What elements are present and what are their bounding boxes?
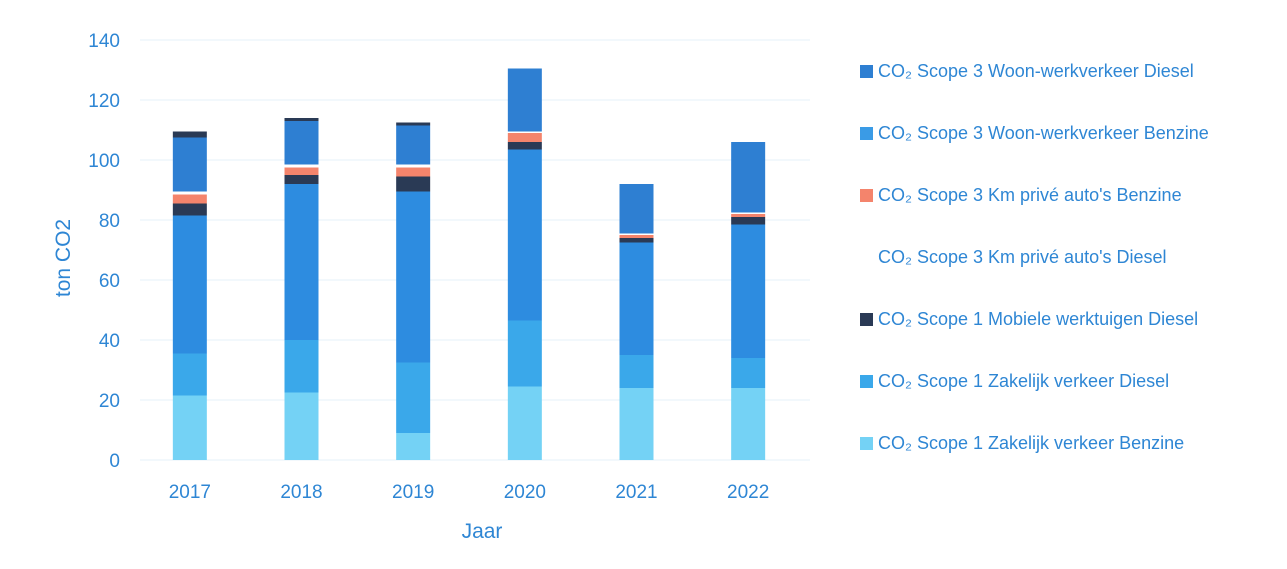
- legend-label: CO₂ Scope 3 Woon-werkverkeer Benzine: [878, 122, 1209, 143]
- bar-segment: [284, 184, 319, 340]
- legend-label: CO₂ Scope 1 Mobiele werktuigen Diesel: [878, 308, 1199, 329]
- bar-segment: [619, 233, 654, 235]
- legend-item: CO₂ Scope 3 Woon-werkverkeer Benzine: [860, 102, 1280, 164]
- bar-segment: [396, 191, 431, 363]
- bar-segment: [284, 392, 319, 460]
- y-axis-title: ton CO2: [52, 219, 75, 297]
- bar-segment: [619, 238, 654, 243]
- x-tick-label: 2017: [169, 482, 211, 503]
- bar-segment: [619, 355, 654, 388]
- bar-segment: [731, 224, 766, 358]
- legend-label: CO₂ Scope 1 Zakelijk verkeer Benzine: [878, 432, 1185, 453]
- bar-segment: [172, 131, 207, 138]
- bar-segment: [507, 149, 542, 321]
- y-tick-label: 140: [88, 31, 120, 52]
- x-axis-ticks: 2017 2018 2019 2020 2021 2022: [169, 482, 770, 503]
- legend-item: CO₂ Scope 1 Zakelijk verkeer Benzine: [860, 412, 1280, 474]
- legend-swatch: [860, 374, 873, 388]
- y-tick-label: 40: [99, 331, 120, 352]
- legend: CO₂ Scope 3 Woon-werkverkeer Diesel CO₂ S…: [860, 40, 1280, 474]
- bar-segment: [172, 194, 207, 204]
- legend-swatch: [860, 188, 873, 202]
- x-tick-label: 2018: [280, 482, 322, 503]
- y-tick-label: 100: [88, 151, 120, 172]
- gridlines: [140, 39, 810, 461]
- bar-segment: [284, 164, 319, 168]
- legend-label: CO₂ Scope 3 Km privé auto's Benzine: [878, 184, 1182, 205]
- bar-segment: [731, 388, 766, 460]
- x-tick-label: 2019: [392, 482, 434, 503]
- x-axis-title: Jaar: [462, 520, 503, 543]
- y-tick-label: 20: [99, 391, 120, 412]
- bar-segment: [619, 235, 654, 238]
- bar-segment: [396, 433, 431, 460]
- bar-segment: [619, 242, 654, 355]
- legend-swatch: [860, 250, 873, 264]
- bar-segment: [284, 340, 319, 393]
- bar-segment: [731, 142, 766, 213]
- bar-segment: [731, 358, 766, 388]
- legend-item: CO₂ Scope 3 Km privé auto's Diesel: [860, 226, 1280, 288]
- bar-segment: [284, 118, 319, 121]
- bar-segment: [507, 142, 542, 150]
- legend-swatch: [860, 64, 873, 78]
- bar-segment: [172, 395, 207, 460]
- bar-segment: [507, 386, 542, 460]
- bar-segment: [507, 68, 542, 132]
- bar-segment: [396, 122, 431, 126]
- bar-segment: [396, 362, 431, 433]
- x-tick-label: 2022: [727, 482, 769, 503]
- legend-item: CO₂ Scope 3 Woon-werkverkeer Diesel: [860, 40, 1280, 102]
- legend-swatch: [860, 436, 873, 450]
- legend-label: CO₂ Scope 3 Woon-werkverkeer Diesel: [878, 60, 1194, 81]
- bar-segment: [396, 176, 431, 192]
- bar-segment: [507, 133, 542, 142]
- bar-segment: [507, 320, 542, 387]
- y-tick-label: 120: [88, 91, 120, 112]
- bar-segment: [731, 212, 766, 214]
- x-tick-label: 2020: [504, 482, 546, 503]
- legend-swatch: [860, 312, 873, 326]
- legend-item: CO₂ Scope 1 Zakelijk verkeer Diesel: [860, 350, 1280, 412]
- bar-segment: [172, 353, 207, 396]
- bar-segment: [396, 167, 431, 177]
- bar-segment: [284, 175, 319, 184]
- bar-segment: [172, 203, 207, 216]
- x-tick-label: 2021: [615, 482, 657, 503]
- bar-segment: [619, 184, 654, 234]
- y-axis-ticks: 0 20 40 60 80 100 120 140: [88, 31, 120, 472]
- legend-item: CO₂ Scope 3 Km privé auto's Benzine: [860, 164, 1280, 226]
- legend-label: CO₂ Scope 1 Zakelijk verkeer Diesel: [878, 370, 1170, 391]
- bar-segment: [172, 137, 207, 192]
- bar-segment: [396, 125, 431, 165]
- legend-swatch: [860, 126, 873, 140]
- bar-segment: [619, 388, 654, 460]
- bar-segment: [507, 131, 542, 133]
- bar-segment: [731, 217, 766, 225]
- bar-segment: [172, 191, 207, 195]
- bar-segment: [396, 164, 431, 168]
- y-tick-label: 80: [99, 211, 120, 232]
- bar-segment: [731, 214, 766, 217]
- y-tick-label: 0: [109, 451, 120, 472]
- bar-segment: [284, 121, 319, 165]
- bar-segment: [284, 167, 319, 175]
- legend-item: CO₂ Scope 1 Mobiele werktuigen Diesel: [860, 288, 1280, 350]
- bars: [172, 68, 766, 460]
- legend-label: CO₂ Scope 3 Km privé auto's Diesel: [878, 246, 1167, 267]
- bar-segment: [172, 215, 207, 354]
- y-tick-label: 60: [99, 271, 120, 292]
